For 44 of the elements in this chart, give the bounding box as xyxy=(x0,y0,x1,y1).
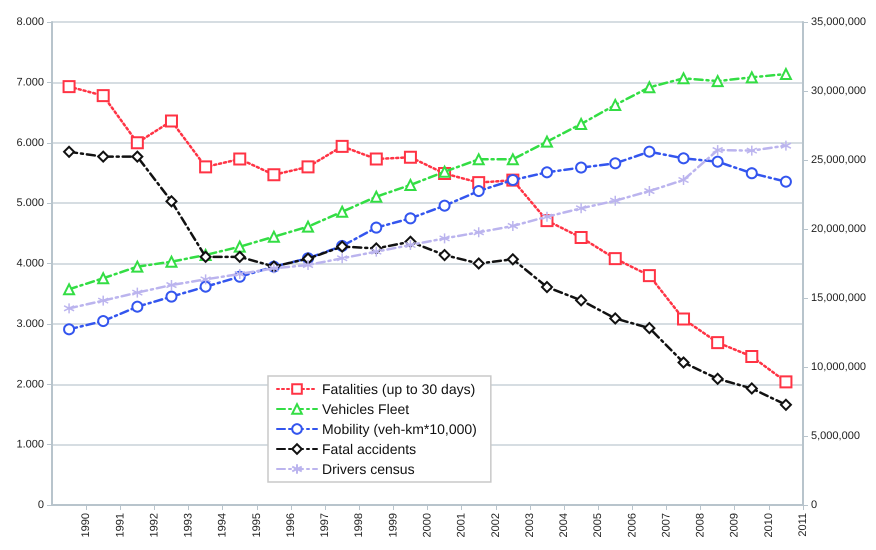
x-tick-label: 1999 xyxy=(387,513,400,538)
y-tick-label: 3.000 xyxy=(16,318,44,330)
x-tick-label: 2002 xyxy=(490,513,502,538)
x-tick-label: 2010 xyxy=(762,513,775,538)
legend-label: Vehicles Fleet xyxy=(322,401,410,417)
x-tick-label: 2003 xyxy=(524,513,536,538)
x-tick-label: 2006 xyxy=(626,513,638,538)
x-tick-label: 2000 xyxy=(422,513,434,538)
x-tick-label: 2009 xyxy=(728,513,741,538)
y-tick-label: 6.000 xyxy=(16,136,44,149)
x-tick-label: 1996 xyxy=(284,513,297,538)
x-tick-label: 1995 xyxy=(250,513,263,538)
x-tick-label: 2011 xyxy=(797,513,809,537)
y2-tick-label: 15,000,000 xyxy=(811,292,866,304)
x-tick-label: 2001 xyxy=(456,513,468,538)
x-tick-label: 1991 xyxy=(114,513,126,538)
y2-tick-label: 10,000,000 xyxy=(811,361,866,373)
y-tick-label: 0 xyxy=(38,499,44,511)
x-tick-label: 1993 xyxy=(182,513,195,538)
y-tick-label: 4.000 xyxy=(16,258,44,270)
y-tick-label: 7.000 xyxy=(16,76,44,88)
y-tick-label: 5.000 xyxy=(16,197,44,210)
y2-tick-label: 30,000,000 xyxy=(811,85,866,97)
x-tick-label: 2008 xyxy=(694,513,707,538)
x-tick-label: 1998 xyxy=(353,513,366,538)
y2-tick-label: 20,000,000 xyxy=(811,223,866,235)
legend-label: Fatal accidents xyxy=(322,441,416,457)
x-tick-label: 1997 xyxy=(319,513,332,538)
x-tick-label: 2004 xyxy=(558,513,570,538)
x-tick-label: 1990 xyxy=(80,513,92,538)
y-tick-label: 8.000 xyxy=(16,16,44,28)
legend-label: Fatalities (up to 30 days) xyxy=(322,381,476,397)
x-tick-label: 2007 xyxy=(660,513,672,538)
legend-label: Mobility (veh-km*10,000) xyxy=(322,421,477,437)
y2-tick-label: 5,000,000 xyxy=(811,430,860,442)
y2-tick-label: 0 xyxy=(811,499,818,511)
y2-tick-label: 35,000,000 xyxy=(811,16,866,28)
y-tick-label: 2.000 xyxy=(16,378,44,390)
legend-label: Drivers census xyxy=(322,461,415,477)
y-tick-label: 1.000 xyxy=(16,438,44,451)
x-tick-label: 2005 xyxy=(592,513,604,538)
x-tick-label: 1994 xyxy=(216,513,229,538)
y2-tick-label: 25,000,000 xyxy=(811,154,866,166)
x-tick-label: 1992 xyxy=(148,513,160,538)
